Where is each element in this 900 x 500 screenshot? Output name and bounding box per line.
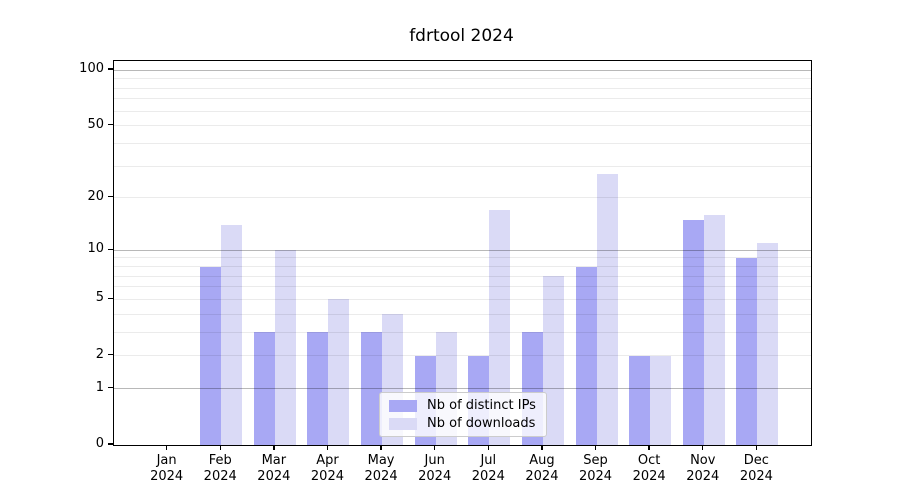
x-tick xyxy=(165,445,168,450)
gridline-minor xyxy=(114,331,811,333)
x-tick xyxy=(380,445,382,450)
bar-nb-of-distinct-ips-dec xyxy=(736,257,758,445)
bar-nb-of-distinct-ips-may xyxy=(361,332,383,445)
y-tick xyxy=(108,354,113,356)
legend-swatch-nb-of-downloads xyxy=(389,417,417,430)
plot-area: Nb of distinct IPs Nb of downloads xyxy=(113,60,812,446)
gridline-minor xyxy=(114,355,811,357)
x-tick-label: Sep 2024 xyxy=(578,453,613,484)
y-tick-label: 2 xyxy=(95,346,104,362)
legend-item: Nb of distinct IPs xyxy=(389,398,536,413)
gridline-major xyxy=(114,69,811,71)
x-tick-label: Dec 2024 xyxy=(739,453,773,484)
bar-nb-of-distinct-ips-sep xyxy=(575,266,597,445)
x-tick xyxy=(648,445,650,450)
legend-label: Nb of downloads xyxy=(427,416,536,431)
y-tick-label: 1 xyxy=(95,379,104,395)
y-tick-label: 5 xyxy=(95,290,104,306)
x-tick-label: Feb 2024 xyxy=(203,453,237,484)
gridline-minor xyxy=(114,87,811,89)
bar-nb-of-distinct-ips-nov xyxy=(682,219,704,445)
gridline-minor xyxy=(114,286,811,288)
bar-nb-of-downloads-jul xyxy=(489,210,511,445)
x-tick xyxy=(541,445,543,450)
bar-nb-of-downloads-oct xyxy=(650,355,672,445)
gridline-minor xyxy=(114,142,811,144)
gridline-minor xyxy=(114,78,811,80)
bar-nb-of-downloads-sep xyxy=(596,174,618,445)
y-tick xyxy=(108,297,113,300)
bar-nb-of-downloads-mar xyxy=(274,250,296,445)
gridline-minor xyxy=(114,197,811,199)
legend-label: Nb of distinct IPs xyxy=(427,398,536,413)
y-tick xyxy=(108,195,113,198)
bar-nb-of-distinct-ips-mar xyxy=(253,332,275,445)
gridline-minor xyxy=(114,257,811,259)
y-tick-label: 20 xyxy=(87,188,104,204)
x-tick-label: Apr 2024 xyxy=(310,453,344,484)
x-tick xyxy=(702,445,704,450)
bar-nb-of-downloads-apr xyxy=(328,299,350,445)
x-tick-label: Jun 2024 xyxy=(418,453,452,484)
x-tick-label: Oct 2024 xyxy=(632,453,666,484)
x-tick xyxy=(219,445,221,450)
y-tick xyxy=(108,386,113,389)
y-tick xyxy=(108,248,113,250)
gridline-minor xyxy=(114,110,811,112)
x-tick-label: May 2024 xyxy=(364,453,398,484)
x-tick xyxy=(326,445,329,450)
x-tick-label: Nov 2024 xyxy=(686,453,720,484)
legend: Nb of distinct IPs Nb of downloads xyxy=(379,392,547,437)
y-tick xyxy=(108,443,113,445)
grid-layer xyxy=(114,61,811,445)
bar-nb-of-distinct-ips-oct xyxy=(629,355,651,445)
legend-item: Nb of downloads xyxy=(389,416,536,431)
gridline-minor xyxy=(114,125,811,127)
x-tick-label: Jan 2024 xyxy=(150,453,184,484)
bar-nb-of-downloads-dec xyxy=(757,243,779,445)
gridline-major xyxy=(114,249,811,251)
gridline-minor xyxy=(114,275,811,277)
bar-nb-of-downloads-aug xyxy=(542,276,564,445)
x-tick xyxy=(273,445,275,450)
chart-title: fdrtool 2024 xyxy=(409,26,514,46)
x-tick-label: Aug 2024 xyxy=(525,453,559,484)
y-tick-label: 100 xyxy=(79,61,104,77)
x-tick xyxy=(594,445,597,450)
gridline-minor xyxy=(114,165,811,167)
legend-swatch-nb-of-distinct-ips xyxy=(389,399,417,412)
bar-nb-of-distinct-ips-apr xyxy=(307,332,329,445)
bar-nb-of-distinct-ips-feb xyxy=(200,266,222,445)
gridline-minor xyxy=(114,298,811,300)
gridline-minor xyxy=(114,98,811,100)
gridline-minor xyxy=(114,313,811,315)
gridline-minor xyxy=(114,266,811,268)
x-tick-label: Mar 2024 xyxy=(257,453,291,484)
y-tick-label: 50 xyxy=(87,116,104,132)
y-tick-label: 10 xyxy=(87,241,104,257)
x-tick xyxy=(755,445,758,450)
y-tick xyxy=(108,68,113,70)
y-tick xyxy=(108,123,113,126)
bar-nb-of-downloads-nov xyxy=(703,214,725,445)
bar-nb-of-downloads-feb xyxy=(221,225,243,445)
x-tick xyxy=(433,445,436,450)
gridline-major xyxy=(114,388,811,390)
x-tick xyxy=(487,445,489,450)
x-tick-label: Jul 2024 xyxy=(471,453,505,484)
y-tick-label: 0 xyxy=(95,436,104,451)
